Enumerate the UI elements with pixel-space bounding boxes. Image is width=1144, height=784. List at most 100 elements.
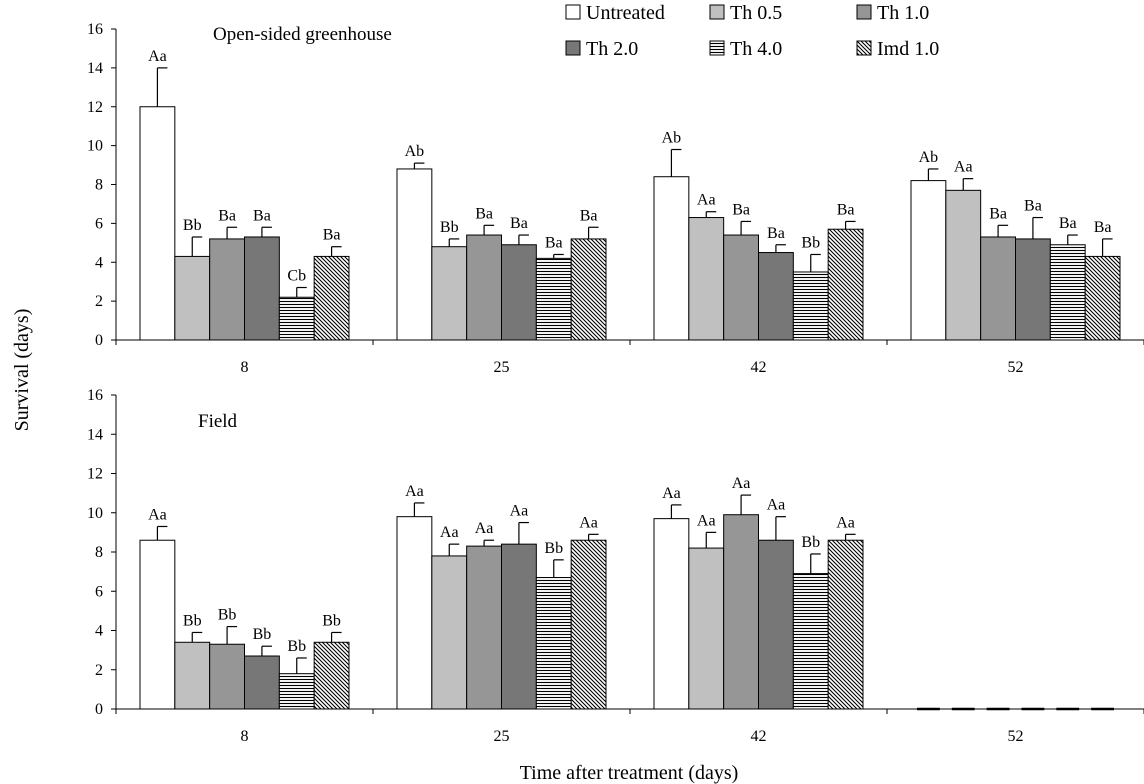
y-axis-label: Survival (days)	[11, 309, 33, 432]
bar	[278, 673, 315, 710]
significance-label: Ba	[510, 215, 528, 232]
bar	[244, 236, 280, 341]
significance-label: Aa	[440, 524, 459, 541]
significance-label: Aa	[767, 497, 786, 514]
bar	[535, 257, 572, 341]
significance-label: Aa	[662, 485, 681, 502]
significance-label: Aa	[405, 483, 424, 500]
y-tick-label: 6	[95, 215, 103, 232]
significance-label: Ba	[732, 201, 750, 218]
significance-label: Ba	[475, 205, 493, 222]
y-tick-label: 14	[87, 60, 103, 77]
y-tick-label: 6	[95, 583, 103, 600]
bar	[535, 577, 572, 710]
legend-swatch	[565, 4, 581, 20]
bar	[431, 555, 468, 710]
x-tick-label: 52	[1008, 728, 1024, 745]
bar	[278, 296, 315, 341]
bar	[653, 518, 690, 710]
significance-label: Bb	[801, 234, 820, 251]
y-tick-label: 14	[87, 426, 103, 443]
bar	[244, 655, 280, 710]
significance-label: Ab	[919, 149, 939, 166]
y-tick-label: 2	[95, 293, 103, 310]
significance-label: Ba	[545, 234, 563, 251]
significance-label: Ba	[580, 207, 598, 224]
legend-entry: Th 4.0	[730, 38, 782, 60]
y-tick-label: 12	[87, 99, 103, 116]
significance-label: Aa	[954, 159, 973, 176]
panel-title: Open-sided greenhouse	[213, 24, 392, 45]
bar	[174, 255, 211, 341]
bar	[139, 539, 176, 710]
panel-2: 0 2 4 6 8 10 12 14 16 8 25 42 52 Field Aa Aa Aa Bb Aa Aa Bb A…	[87, 387, 1144, 745]
bar	[466, 234, 502, 341]
bar	[688, 547, 725, 710]
significance-label: Bb	[801, 534, 820, 551]
bar	[209, 238, 246, 341]
y-tick-label: 16	[87, 387, 103, 404]
y-tick-label: 8	[95, 177, 103, 194]
legend-swatch	[565, 40, 581, 56]
legend-entry: Th 2.0	[586, 38, 638, 60]
significance-label: Ab	[662, 130, 682, 147]
x-tick-label: 42	[751, 728, 767, 745]
legend-swatch	[709, 40, 725, 56]
y-tick-label: 0	[95, 701, 103, 718]
legend: Untreated Th 0.5 Th 1.0 Th 2.0 Th 4.0 Imd 1.0	[565, 2, 939, 60]
y-tick-label: 2	[95, 662, 103, 679]
bar	[313, 255, 350, 341]
bar	[570, 238, 607, 341]
y-tick-label: 10	[87, 505, 103, 522]
significance-label: Aa	[836, 514, 855, 531]
significance-label: Ba	[837, 201, 855, 218]
panel-1: 0 2 4 6 8 10 12 14 16 8 25 42 52 Open-sided greenhous…	[87, 21, 1144, 376]
y-tick-label: 0	[95, 332, 103, 349]
bar	[758, 252, 794, 341]
significance-label: Aa	[732, 475, 751, 492]
significance-label: Aa	[148, 48, 167, 65]
significance-label: Aa	[697, 192, 716, 209]
y-tick-label: 16	[87, 21, 103, 38]
significance-label: Bb	[322, 612, 341, 629]
significance-label: Bb	[253, 626, 272, 643]
bar	[466, 545, 502, 710]
bar	[792, 573, 829, 710]
y-tick-label: 8	[95, 544, 103, 561]
significance-label: Aa	[148, 506, 167, 523]
bar	[570, 539, 607, 710]
legend-entry: Imd 1.0	[877, 38, 939, 60]
y-tick-label: 12	[87, 466, 103, 483]
significance-label: Ba	[218, 207, 236, 224]
bar	[174, 641, 211, 710]
legend-swatch	[709, 4, 725, 20]
significance-label: Aa	[510, 503, 529, 520]
x-tick-label: 42	[751, 359, 767, 376]
x-tick-label: 25	[494, 359, 510, 376]
bar	[431, 246, 468, 341]
significance-label: Aa	[579, 514, 598, 531]
bar	[1015, 238, 1051, 341]
bar	[501, 543, 537, 710]
x-axis-label: Time after treatment (days)	[520, 762, 739, 784]
significance-label: Bb	[183, 612, 202, 629]
significance-label: Bb	[440, 219, 459, 236]
y-tick-label: 4	[95, 623, 103, 640]
y-tick-label: 10	[87, 138, 103, 155]
legend-entry: Untreated	[586, 2, 665, 24]
significance-label: Ba	[1024, 198, 1042, 215]
bar	[723, 234, 760, 341]
significance-label: Ba	[989, 205, 1007, 222]
bar	[313, 641, 350, 710]
bar	[209, 643, 246, 710]
bar	[723, 514, 760, 710]
x-tick-label: 8	[241, 728, 249, 745]
bar	[792, 271, 829, 341]
panels: 0 2 4 6 8 10 12 14 16 8 25 42 52 Open-sided greenhous…	[87, 21, 1144, 745]
significance-label: Ba	[1094, 219, 1112, 236]
bar	[501, 244, 537, 341]
significance-label: Bb	[218, 607, 237, 624]
significance-label: Aa	[697, 512, 716, 529]
significance-label: Cb	[287, 268, 306, 285]
